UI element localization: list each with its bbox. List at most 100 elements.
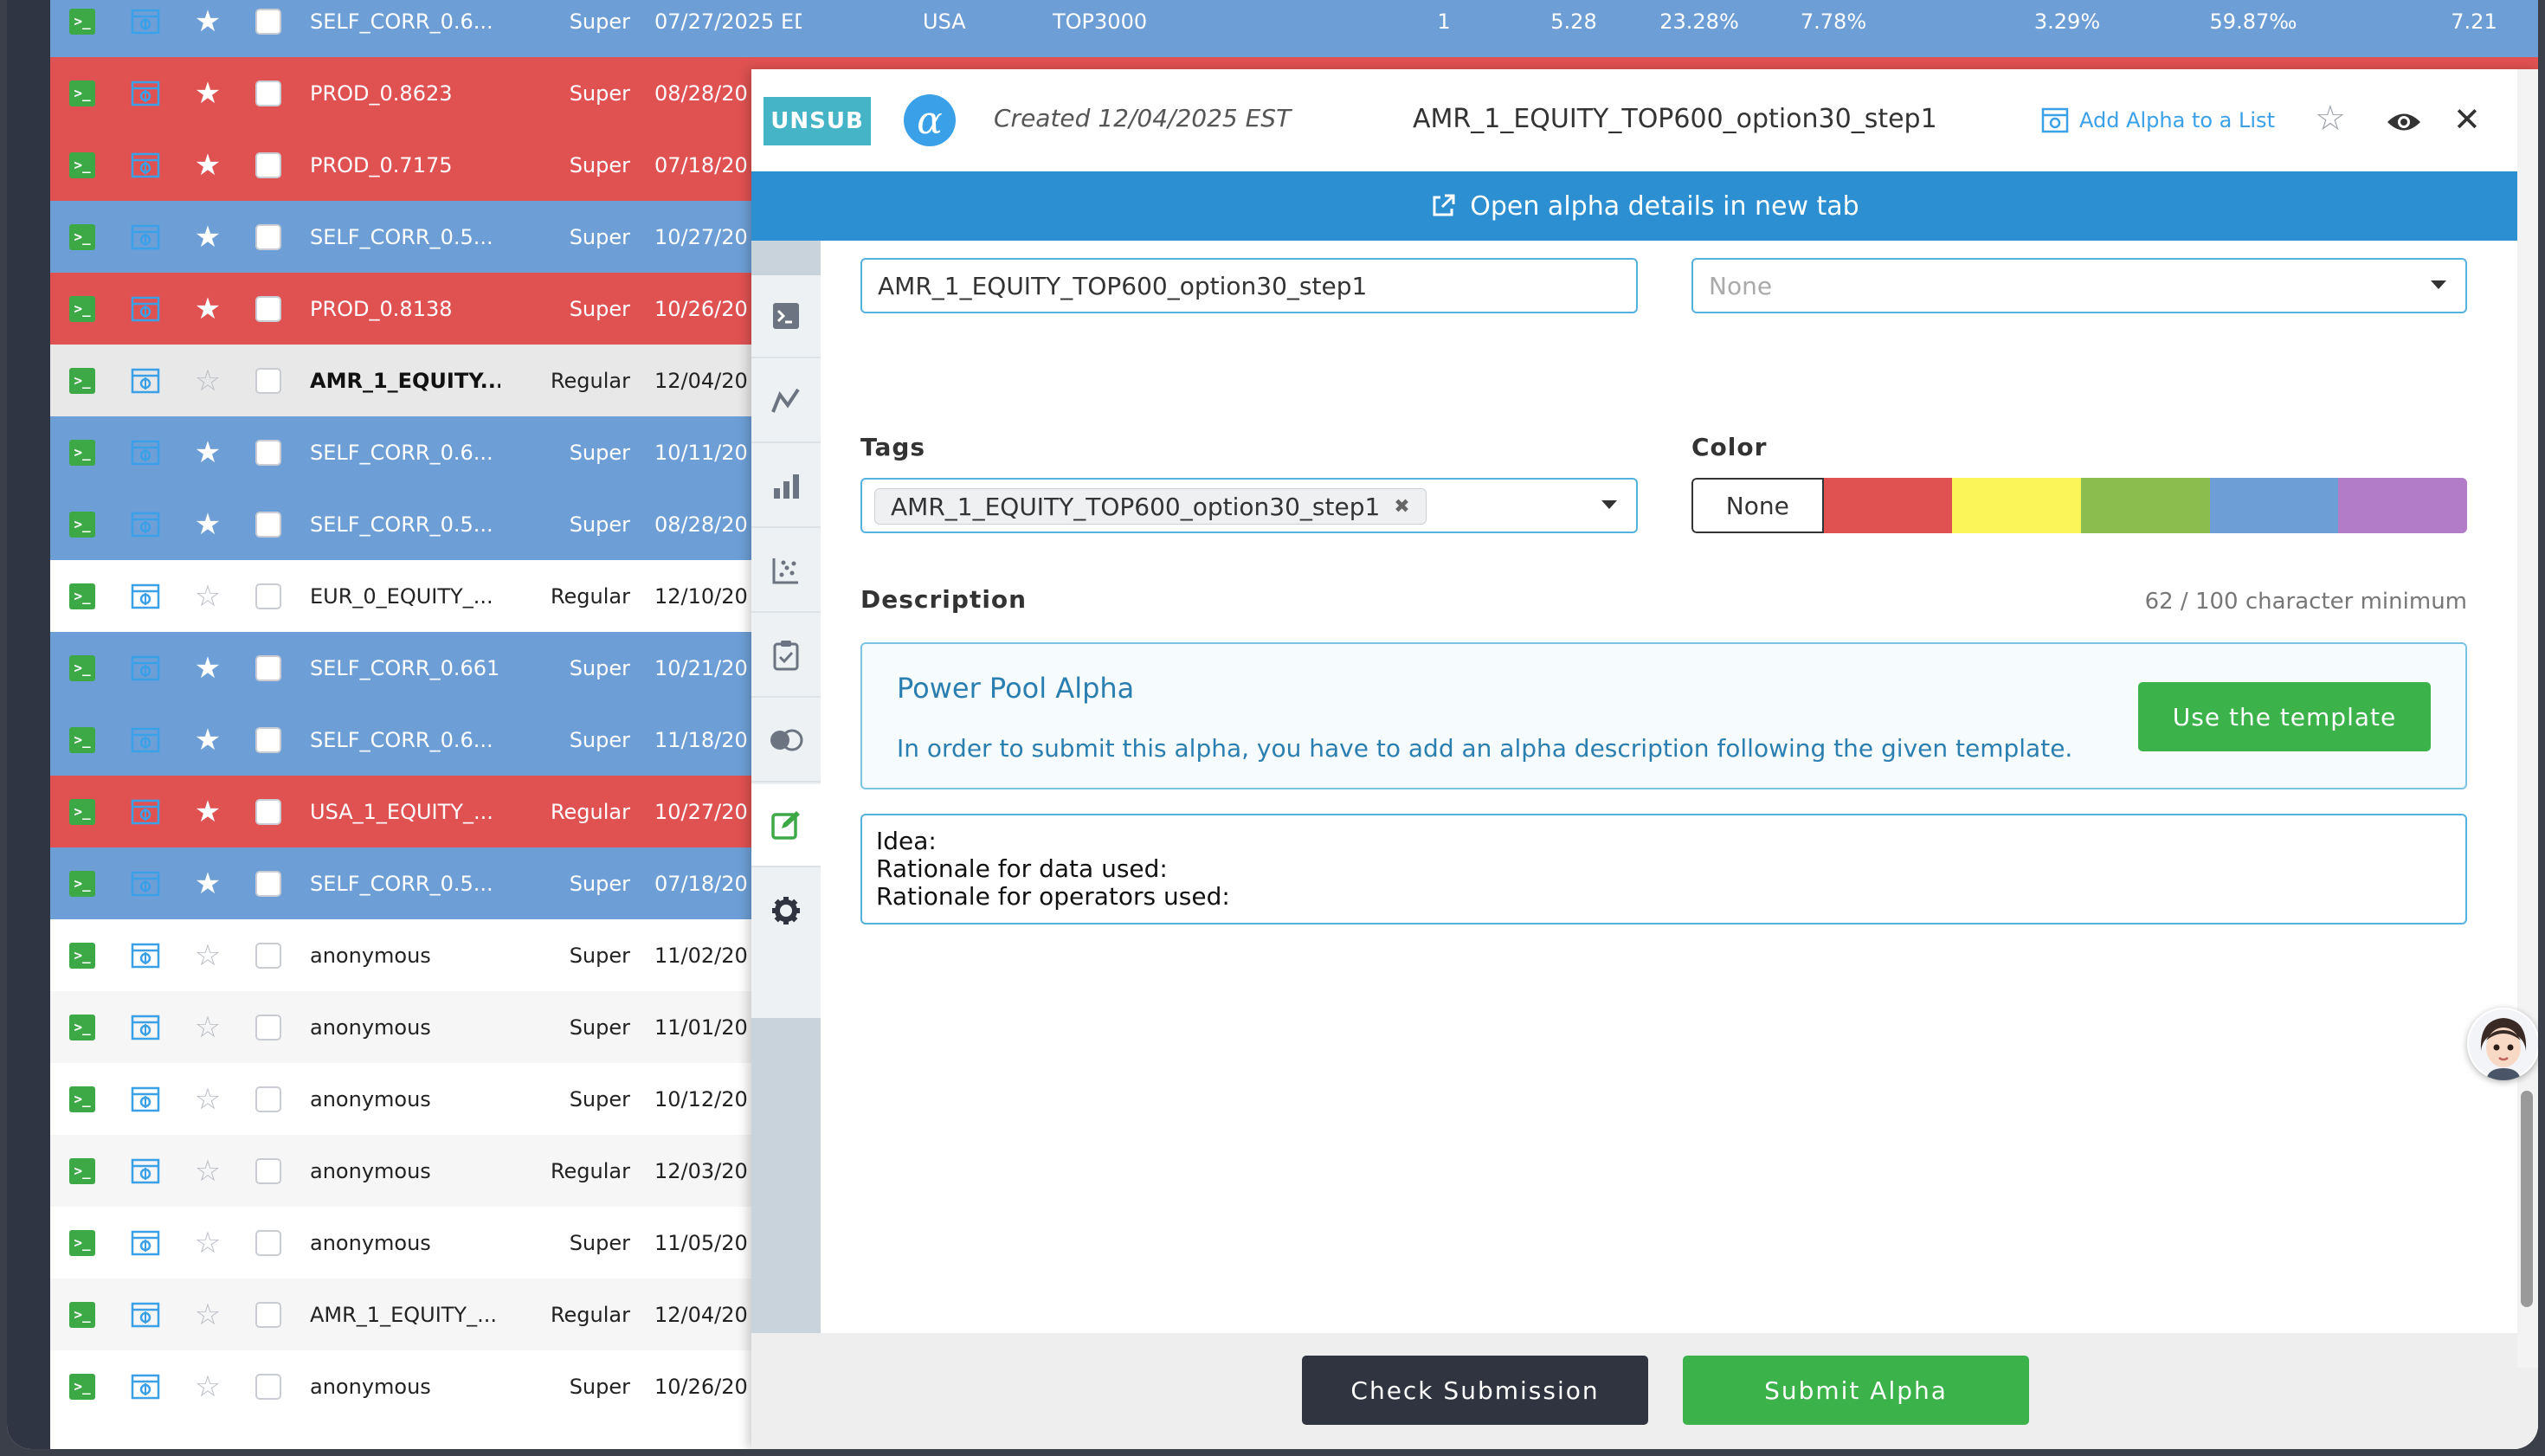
code-icon[interactable] [751,275,821,358]
settings-gear-icon[interactable] [751,869,821,952]
star-icon[interactable]: ★ [194,722,222,757]
add-to-list-icon[interactable] [128,919,163,991]
row-checkbox[interactable] [251,57,286,129]
star-icon[interactable]: ☆ [194,1225,222,1260]
terminal-icon[interactable]: >_ [68,560,97,632]
star-icon[interactable]: ★ [194,435,222,470]
terminal-icon[interactable]: >_ [68,273,97,345]
star-icon[interactable]: ☆ [2315,99,2346,139]
remove-tag-icon[interactable]: ✖ [1394,495,1410,518]
alpha-name[interactable]: SELF_CORR_0.5... [310,512,493,537]
add-to-list-icon[interactable] [128,847,163,919]
edit-icon[interactable] [751,784,821,867]
terminal-icon[interactable]: >_ [68,847,97,919]
row-checkbox[interactable] [251,991,286,1063]
row-checkbox[interactable] [251,847,286,919]
terminal-icon[interactable]: >_ [68,1279,97,1350]
row-checkbox[interactable] [251,416,286,488]
terminal-icon[interactable]: >_ [68,919,97,991]
scrollbar-thumb[interactable] [2521,1091,2533,1307]
add-to-list-icon[interactable] [128,632,163,704]
row-checkbox[interactable] [251,1279,286,1350]
terminal-icon[interactable]: >_ [68,129,97,201]
add-to-list-icon[interactable] [128,991,163,1063]
row-checkbox[interactable] [251,273,286,345]
star-icon[interactable]: ★ [194,866,222,901]
alpha-name-input[interactable]: AMR_1_EQUITY_TOP600_option30_step1 [860,258,1638,313]
star-icon[interactable]: ☆ [194,1081,222,1117]
star-icon[interactable]: ☆ [194,1297,222,1332]
alpha-name[interactable]: SELF_CORR_0.5... [310,871,493,896]
terminal-icon[interactable]: >_ [68,488,97,560]
add-to-list-icon[interactable] [128,201,163,273]
terminal-icon[interactable]: >_ [68,416,97,488]
star-icon[interactable]: ☆ [194,1153,222,1189]
add-to-list-icon[interactable] [128,0,163,57]
eye-icon[interactable] [2386,109,2422,135]
tags-input[interactable]: AMR_1_EQUITY_TOP600_option30_step1 ✖ [860,478,1638,533]
star-icon[interactable]: ★ [194,794,222,829]
row-checkbox[interactable] [251,201,286,273]
row-checkbox[interactable] [251,129,286,201]
add-to-list-icon[interactable] [128,345,163,416]
alpha-name[interactable]: anonymous [310,1374,431,1399]
alpha-name[interactable]: AMR_1_EQUITY_... [310,1302,497,1327]
check-submission-button[interactable]: Check Submission [1302,1356,1648,1425]
add-to-list-icon[interactable] [128,704,163,776]
add-to-list-icon[interactable] [128,1207,163,1279]
star-icon[interactable]: ☆ [194,578,222,614]
star-icon[interactable]: ★ [194,291,222,326]
star-icon[interactable]: ★ [194,3,222,39]
row-checkbox[interactable] [251,0,286,57]
open-details-bar[interactable]: Open alpha details in new tab [751,171,2538,241]
star-icon[interactable]: ★ [194,75,222,111]
color-none-option[interactable]: None [1691,478,1824,533]
add-to-list-icon[interactable] [128,1063,163,1135]
add-to-list-link[interactable]: Add Alpha to a List [2041,107,2275,133]
add-to-list-icon[interactable] [128,776,163,847]
star-icon[interactable]: ☆ [194,1369,222,1404]
add-to-list-icon[interactable] [128,1279,163,1350]
terminal-icon[interactable]: >_ [68,57,97,129]
close-icon[interactable]: ✕ [2453,100,2481,139]
alpha-name[interactable]: anonymous [310,1158,431,1183]
submit-alpha-button[interactable]: Submit Alpha [1683,1356,2029,1425]
color-swatch[interactable] [2081,478,2210,533]
terminal-icon[interactable]: >_ [68,632,97,704]
row-checkbox[interactable] [251,1207,286,1279]
terminal-icon[interactable]: >_ [68,345,97,416]
row-checkbox[interactable] [251,704,286,776]
alpha-name[interactable]: PROD_0.8138 [310,296,453,321]
terminal-icon[interactable]: >_ [68,704,97,776]
row-checkbox[interactable] [251,776,286,847]
star-icon[interactable]: ☆ [194,937,222,973]
line-chart-icon[interactable] [751,360,821,443]
row-checkbox[interactable] [251,1063,286,1135]
alpha-name[interactable]: SELF_CORR_0.6... [310,440,493,465]
row-checkbox[interactable] [251,1350,286,1422]
star-icon[interactable]: ★ [194,650,222,686]
row-checkbox[interactable] [251,919,286,991]
add-to-list-icon[interactable] [128,416,163,488]
alpha-name[interactable]: anonymous [310,1230,431,1255]
add-to-list-icon[interactable] [128,1135,163,1207]
alpha-name[interactable]: PROD_0.8623 [310,81,453,106]
alpha-name[interactable]: SELF_CORR_0.6... [310,727,493,752]
add-to-list-icon[interactable] [128,57,163,129]
star-icon[interactable]: ☆ [194,1009,222,1045]
terminal-icon[interactable]: >_ [68,991,97,1063]
alpha-name[interactable]: SELF_CORR_0.5... [310,224,493,249]
add-to-list-icon[interactable] [128,129,163,201]
add-to-list-icon[interactable] [128,273,163,345]
assistant-avatar[interactable] [2467,1008,2538,1080]
row-checkbox[interactable] [251,345,286,416]
use-template-button[interactable]: Use the template [2138,682,2431,751]
row-checkbox[interactable] [251,560,286,632]
alpha-name[interactable]: anonymous [310,943,431,968]
category-select[interactable]: None [1691,258,2467,313]
page-scrollbar[interactable] [2517,69,2538,1368]
bar-chart-icon[interactable] [751,445,821,528]
alpha-name[interactable]: USA_1_EQUITY_... [310,799,493,824]
row-checkbox[interactable] [251,632,286,704]
color-swatch[interactable] [1952,478,2082,533]
